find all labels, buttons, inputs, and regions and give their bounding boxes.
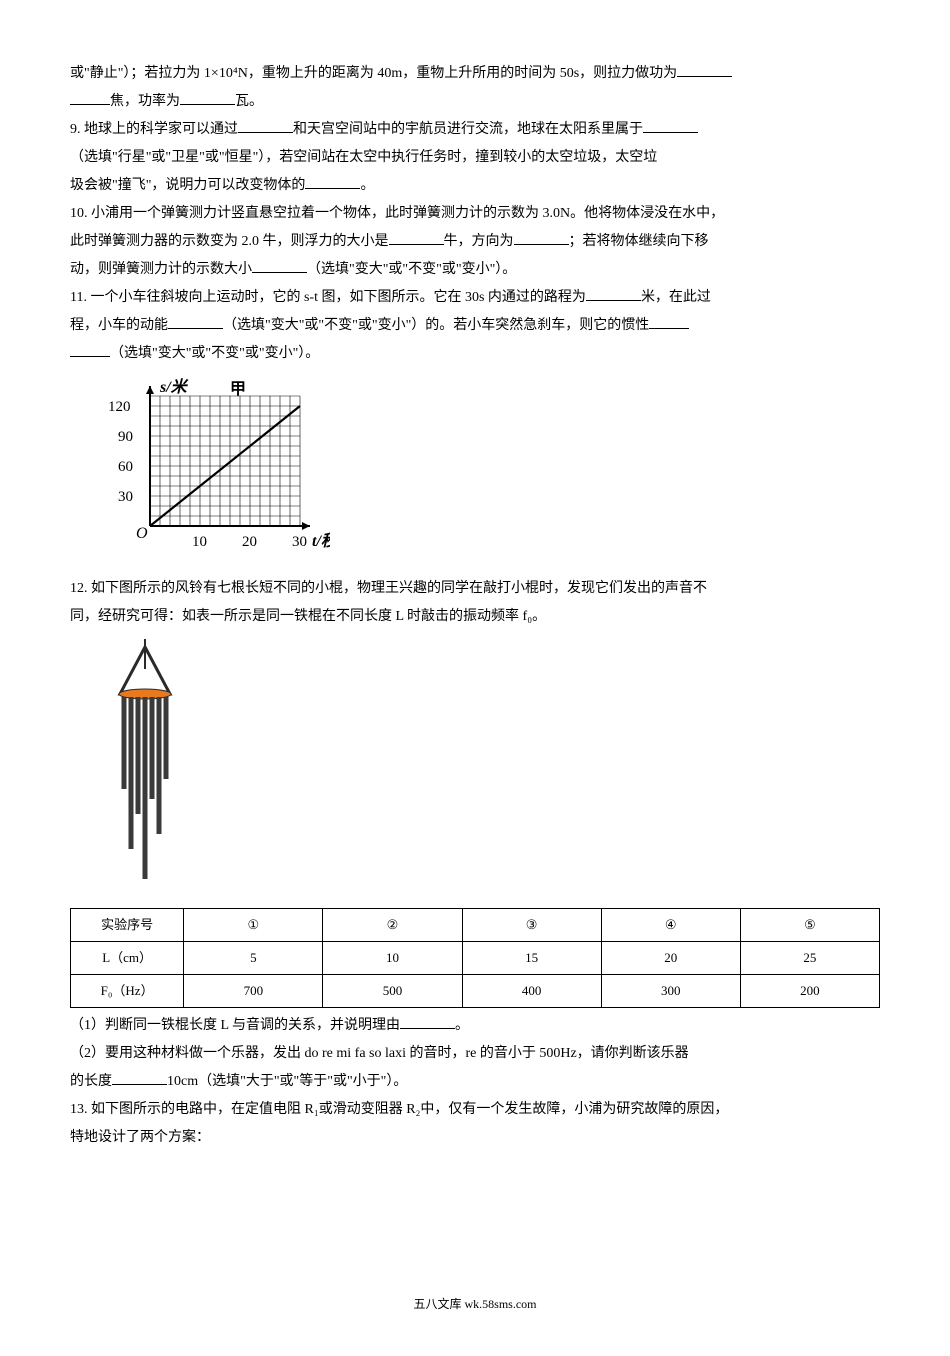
q9-blank2[interactable] xyxy=(643,118,698,133)
q9-text3a: 圾会被"撞飞"，说明力可以改变物体的 xyxy=(70,178,305,193)
wind-chime-svg xyxy=(100,639,190,889)
q8-blank-power[interactable] xyxy=(180,90,235,105)
x-arrow-icon xyxy=(302,522,310,530)
q10-t3b: （选填"变大"或"不变"或"变小"）。 xyxy=(307,262,516,277)
table-row-F: F₀（Hz） 700 500 400 300 200 xyxy=(71,975,880,1008)
th-4: ④ xyxy=(601,909,740,942)
q12-blank1[interactable] xyxy=(400,1014,455,1029)
q10-line1: 10. 小浦用一个弹簧测力计竖直悬空拉着一个物体，此时弹簧测力计的示数为 3.0… xyxy=(70,200,880,228)
q10-line2: 此时弹簧测力器的示数变为 2.0 牛，则浮力的大小是 牛，方向为 ；若将物体继续向下… xyxy=(70,228,880,256)
q11-blank2[interactable] xyxy=(168,314,223,329)
q8-text2a: 焦，功率为 xyxy=(110,94,180,109)
q13-line2: 特地设计了两个方案： xyxy=(70,1124,880,1152)
q9-line2: （选填"行星"或"卫星"或"恒星"），若空间站在太空中执行任务时，撞到较小的太空… xyxy=(70,144,880,172)
cell-L-4: 20 xyxy=(601,942,740,975)
q10-t2c: ；若将物体继续向下移 xyxy=(569,234,709,249)
page-footer: 五八文库 wk.58sms.com xyxy=(70,1292,880,1316)
q11-blank3a[interactable] xyxy=(649,314,689,329)
xtick-20: 20 xyxy=(242,534,257,550)
xtick-30: 30 xyxy=(292,534,307,550)
cell-F-3: 400 xyxy=(462,975,601,1008)
st-chart: s/米 甲 120 90 60 30 O 10 20 30 t/秒 xyxy=(100,376,880,567)
q9-text1a: 9. 地球上的科学家可以通过 xyxy=(70,122,238,137)
row-F-label: F₀（Hz） xyxy=(71,975,184,1008)
q11-t2b: （选填"变大"或"不变"或"变小"）的。若小车突然急刹车，则它的惯性 xyxy=(223,318,649,333)
cell-F-5: 200 xyxy=(740,975,879,1008)
q11-t1b: 米，在此过 xyxy=(641,290,711,305)
q13-line1: 13. 如下图所示的电路中，在定值电阻 R₁或滑动变阻器 R₂中，仅有一个发生故… xyxy=(70,1096,880,1124)
q12-s1b: 。 xyxy=(455,1018,469,1033)
q12-sub2b: 的长度 10cm（选填"大于"或"等于"或"小于"）。 xyxy=(70,1068,880,1096)
wind-chime-figure xyxy=(100,639,880,900)
chart-grid xyxy=(150,396,300,526)
q9-line3: 圾会被"撞飞"，说明力可以改变物体的 。 xyxy=(70,172,880,200)
cell-L-1: 5 xyxy=(184,942,323,975)
q10-blank1[interactable] xyxy=(389,230,444,245)
q11-blank3b[interactable] xyxy=(70,342,110,357)
x-axis-label: t/秒 xyxy=(312,532,330,550)
q11-t1a: 11. 一个小车往斜坡向上运动时，它的 s-t 图，如下图所示。它在 30s 内… xyxy=(70,290,586,305)
q11-t3: （选填"变大"或"不变"或"变小"）。 xyxy=(110,346,319,361)
q12-s1a: （1）判断同一铁棍长度 L 与音调的关系，并说明理由 xyxy=(70,1018,400,1033)
q8-text1: 或"静止"）；若拉力为 1×10⁴N，重物上升的距离为 40m，重物上升所用的时… xyxy=(70,66,677,81)
th-seq: 实验序号 xyxy=(71,909,184,942)
cell-F-1: 700 xyxy=(184,975,323,1008)
q8-line2: 焦，功率为 瓦。 xyxy=(70,88,880,116)
st-chart-svg: s/米 甲 120 90 60 30 O 10 20 30 t/秒 xyxy=(100,376,330,556)
th-5: ⑤ xyxy=(740,909,879,942)
ytick-30: 30 xyxy=(118,489,133,505)
footer-text: 五八文库 xyxy=(413,1297,464,1311)
q9-text3b: 。 xyxy=(360,178,374,193)
y-arrow-icon xyxy=(146,386,154,394)
q12-s2b: 的长度 xyxy=(70,1074,112,1089)
q12-line2: 同，经研究可得：如表一所示是同一铁棍在不同长度 L 时敲击的振动频率 f₀。 xyxy=(70,603,880,631)
cell-L-2: 10 xyxy=(323,942,462,975)
ytick-60: 60 xyxy=(118,459,133,475)
chart-legend: 甲 xyxy=(230,380,246,398)
q10-blank3[interactable] xyxy=(252,258,307,273)
q9-blank3[interactable] xyxy=(305,174,360,189)
origin-label: O xyxy=(136,525,148,542)
q8-blank-work2[interactable] xyxy=(70,90,110,105)
ytick-90: 90 xyxy=(118,429,133,445)
q8-blank-work[interactable] xyxy=(677,62,732,77)
q11-blank1[interactable] xyxy=(586,286,641,301)
table-row-L: L（cm） 5 10 15 20 25 xyxy=(71,942,880,975)
q10-blank2[interactable] xyxy=(514,230,569,245)
q11-line1: 11. 一个小车往斜坡向上运动时，它的 s-t 图，如下图所示。它在 30s 内… xyxy=(70,284,880,312)
table-header-row: 实验序号 ① ② ③ ④ ⑤ xyxy=(71,909,880,942)
q12-line1: 12. 如下图所示的风铃有七根长短不同的小棍，物理王兴趣的同学在敲打小棍时，发现… xyxy=(70,575,880,603)
row-L-label: L（cm） xyxy=(71,942,184,975)
q12-sub2a: （2）要用这种材料做一个乐器，发出 do re mi fa so laxi 的音… xyxy=(70,1040,880,1068)
q11-t2a: 程，小车的动能 xyxy=(70,318,168,333)
cell-F-2: 500 xyxy=(323,975,462,1008)
q9-line1: 9. 地球上的科学家可以通过 和天宫空间站中的宇航员进行交流，地球在太阳系里属于 xyxy=(70,116,880,144)
th-3: ③ xyxy=(462,909,601,942)
q8-text2b: 瓦。 xyxy=(235,94,263,109)
q9-text1b: 和天宫空间站中的宇航员进行交流，地球在太阳系里属于 xyxy=(293,122,643,137)
chime-rods xyxy=(124,697,166,879)
cell-F-4: 300 xyxy=(601,975,740,1008)
q10-t3a: 动，则弹簧测力计的示数大小 xyxy=(70,262,252,277)
y-axis-label: s/米 xyxy=(159,378,189,396)
experiment-table: 实验序号 ① ② ③ ④ ⑤ L（cm） 5 10 15 20 25 F₀（Hz… xyxy=(70,908,880,1008)
footer-link[interactable]: wk.58sms.com xyxy=(465,1297,537,1311)
th-2: ② xyxy=(323,909,462,942)
q12-s2c: 10cm（选填"大于"或"等于"或"小于"）。 xyxy=(167,1074,407,1089)
q11-line3: （选填"变大"或"不变"或"变小"）。 xyxy=(70,340,880,368)
cell-L-3: 15 xyxy=(462,942,601,975)
q11-line2: 程，小车的动能 （选填"变大"或"不变"或"变小"）的。若小车突然急刹车，则它的惯… xyxy=(70,312,880,340)
q12-blank2[interactable] xyxy=(112,1070,167,1085)
q12-sub1: （1）判断同一铁棍长度 L 与音调的关系，并说明理由 。 xyxy=(70,1012,880,1040)
cell-L-5: 25 xyxy=(740,942,879,975)
xtick-10: 10 xyxy=(192,534,207,550)
th-1: ① xyxy=(184,909,323,942)
ytick-120: 120 xyxy=(108,399,131,415)
q10-t2a: 此时弹簧测力器的示数变为 2.0 牛，则浮力的大小是 xyxy=(70,234,389,249)
q10-t2b: 牛，方向为 xyxy=(444,234,514,249)
q10-line3: 动，则弹簧测力计的示数大小 （选填"变大"或"不变"或"变小"）。 xyxy=(70,256,880,284)
q9-blank1[interactable] xyxy=(238,118,293,133)
q8-line1: 或"静止"）；若拉力为 1×10⁴N，重物上升的距离为 40m，重物上升所用的时… xyxy=(70,60,880,88)
